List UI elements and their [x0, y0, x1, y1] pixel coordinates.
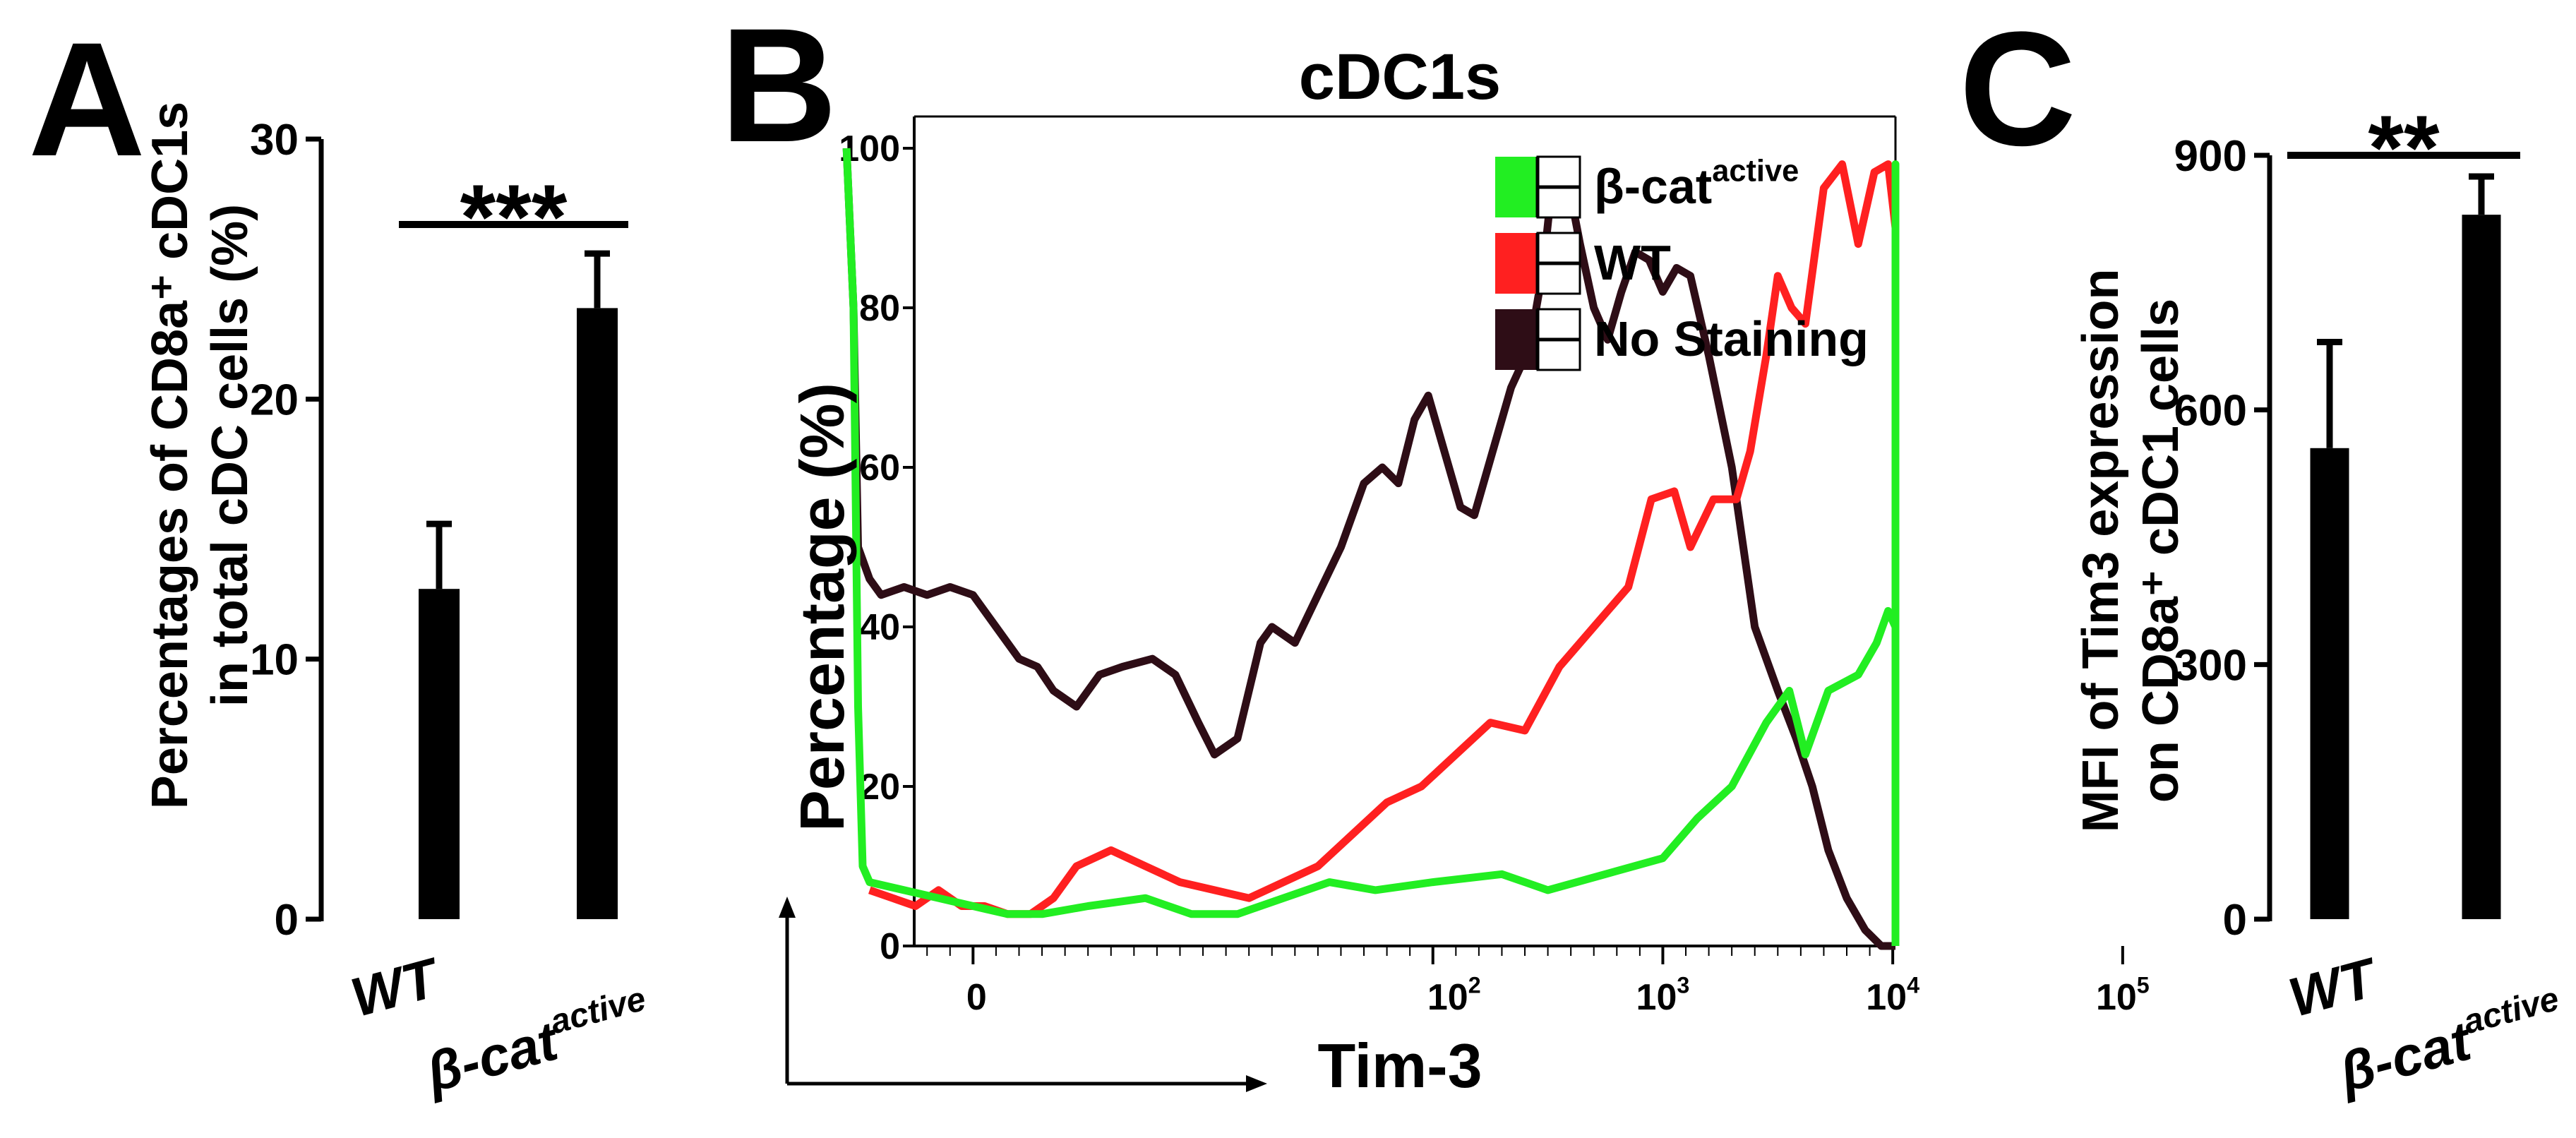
panel-c: C 0 300 600 900 MFI of Tim3 expression on C…	[1959, 0, 2563, 1104]
panel-b-legend: β-catactive WT No Staining	[1495, 155, 1869, 371]
bar-wt	[419, 589, 460, 919]
y-tick-label: 20	[859, 767, 900, 808]
panel-c-category-labels: WTβ-catactive	[2282, 945, 2563, 1104]
legend-label: No Staining	[1594, 311, 1869, 366]
y-tick-label: 0	[2223, 896, 2247, 945]
legend-swatch	[1495, 309, 1538, 370]
panel-a-significance: ***	[399, 165, 628, 268]
panel-b-ylabel: Percentage (%)	[787, 383, 857, 832]
panel-a-ylabel-line1: Percentages of CD8a⁺ cDC1s	[142, 102, 198, 809]
panel-b-xlabel: Tim-3	[1317, 1031, 1482, 1101]
panel-c-bars	[2310, 173, 2501, 920]
legend-label: β-catactive	[1594, 155, 1799, 215]
y-tick-label: 0	[275, 896, 299, 945]
panel-c-significance: **	[2287, 96, 2520, 199]
panel-a: A 0 10 20 30 Percentages of CD8a⁺ cDC1s in …	[28, 8, 657, 1104]
significance-stars: **	[2368, 96, 2440, 199]
bar-beta-cat-active	[2462, 215, 2501, 920]
panel-a-category-labels: WTβ-catactive	[345, 945, 657, 1104]
x-tick-label: 104	[1866, 973, 1919, 1018]
series-line--cat	[842, 148, 1900, 946]
y-tick-label: 60	[859, 448, 900, 489]
legend-label: WT	[1594, 235, 1671, 290]
y-tick-label: 10	[250, 636, 299, 685]
panel-c-ylabel-line1: MFI of Tim3 expression	[2073, 269, 2129, 833]
x-tick-label: 105	[2096, 973, 2150, 1018]
significance-stars: ***	[460, 165, 568, 268]
panel-c-ylabel-line2: on CD8a⁺ cDC1 cells	[2133, 299, 2189, 803]
legend-swatch	[1495, 233, 1538, 294]
bar-wt	[2310, 448, 2349, 919]
x-tick-label: 103	[1636, 973, 1690, 1018]
legend-swatch	[1495, 157, 1538, 217]
panel-a-letter: A	[28, 8, 145, 190]
panel-b-letter: B	[720, 0, 837, 176]
y-arrowhead	[779, 897, 796, 918]
bar-beta-cat-active	[577, 308, 618, 920]
y-tick-label: 600	[2174, 387, 2247, 436]
category-label: β-catactive	[417, 980, 657, 1104]
category-label: WT	[345, 945, 448, 1029]
y-tick-label: 900	[2174, 132, 2247, 181]
panel-a-ylabel-line2: in total cDC cells (%)	[202, 204, 258, 707]
x-arrowhead	[1246, 1075, 1267, 1092]
panel-b-plot-frame	[913, 115, 1897, 947]
y-tick-label: 300	[2174, 641, 2247, 690]
panel-b-title: cDC1s	[1299, 41, 1501, 113]
series-line-no-staining	[842, 148, 1895, 950]
y-tick-label: 80	[859, 288, 900, 329]
panel-b-series	[842, 148, 1900, 950]
y-tick-label: 0	[880, 926, 900, 967]
panel-a-bars	[419, 250, 618, 920]
panel-b-axis-arrows	[779, 897, 1267, 1092]
panel-c-letter: C	[1959, 0, 2076, 179]
panel-b-x-ticks: 0 102 103 104 105	[926, 946, 2150, 1018]
category-label: WT	[2282, 945, 2385, 1029]
y-tick-label: 40	[859, 607, 900, 648]
panel-a-y-ticks: 0 10 20 30	[250, 116, 321, 945]
panel-c-y-ticks: 0 300 600 900	[2174, 132, 2270, 945]
y-tick-label: 30	[250, 116, 299, 164]
y-tick-label: 20	[250, 376, 299, 424]
x-tick-label: 102	[1427, 973, 1481, 1018]
x-tick-label: 0	[966, 977, 987, 1018]
